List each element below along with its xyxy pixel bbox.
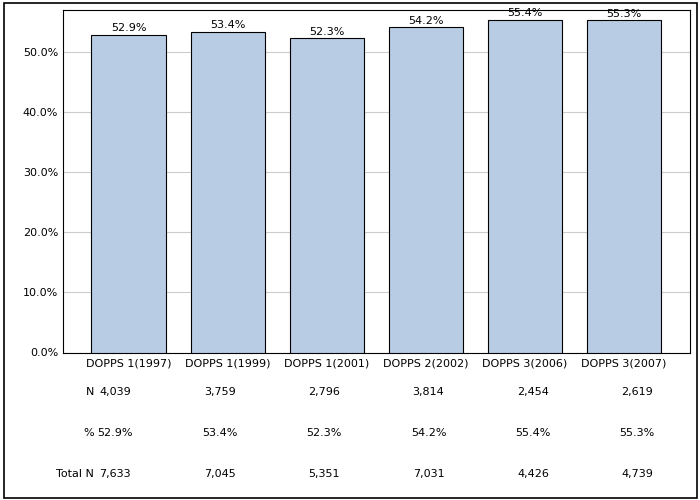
Text: 7,633: 7,633 xyxy=(99,470,131,480)
Text: 5,351: 5,351 xyxy=(308,470,340,480)
Text: 7,045: 7,045 xyxy=(204,470,235,480)
Text: 52.9%: 52.9% xyxy=(97,428,133,438)
Text: Total N: Total N xyxy=(57,470,94,480)
Text: 55.4%: 55.4% xyxy=(507,8,542,18)
Text: %: % xyxy=(84,428,95,438)
Text: 52.9%: 52.9% xyxy=(111,24,146,34)
Text: 7,031: 7,031 xyxy=(412,470,444,480)
Text: 3,759: 3,759 xyxy=(204,387,235,397)
Bar xyxy=(389,27,463,352)
Text: 4,426: 4,426 xyxy=(517,470,549,480)
Text: N: N xyxy=(86,387,94,397)
Text: 52.3%: 52.3% xyxy=(307,428,342,438)
Text: 2,796: 2,796 xyxy=(308,387,340,397)
Bar xyxy=(587,20,661,352)
Text: 53.4%: 53.4% xyxy=(202,428,237,438)
Text: 55.3%: 55.3% xyxy=(620,428,655,438)
Text: 54.2%: 54.2% xyxy=(411,428,446,438)
Text: 4,039: 4,039 xyxy=(99,387,131,397)
Text: 2,619: 2,619 xyxy=(622,387,653,397)
Text: 55.3%: 55.3% xyxy=(606,9,641,19)
Bar xyxy=(290,38,364,352)
Bar xyxy=(92,34,166,352)
Bar xyxy=(488,20,562,352)
Text: 2,454: 2,454 xyxy=(517,387,549,397)
Text: 4,739: 4,739 xyxy=(622,470,653,480)
Text: 52.3%: 52.3% xyxy=(309,27,344,37)
Text: 3,814: 3,814 xyxy=(412,387,444,397)
Text: 54.2%: 54.2% xyxy=(408,16,444,26)
Text: 53.4%: 53.4% xyxy=(210,20,246,30)
Bar xyxy=(190,32,265,352)
Text: 55.4%: 55.4% xyxy=(515,428,551,438)
